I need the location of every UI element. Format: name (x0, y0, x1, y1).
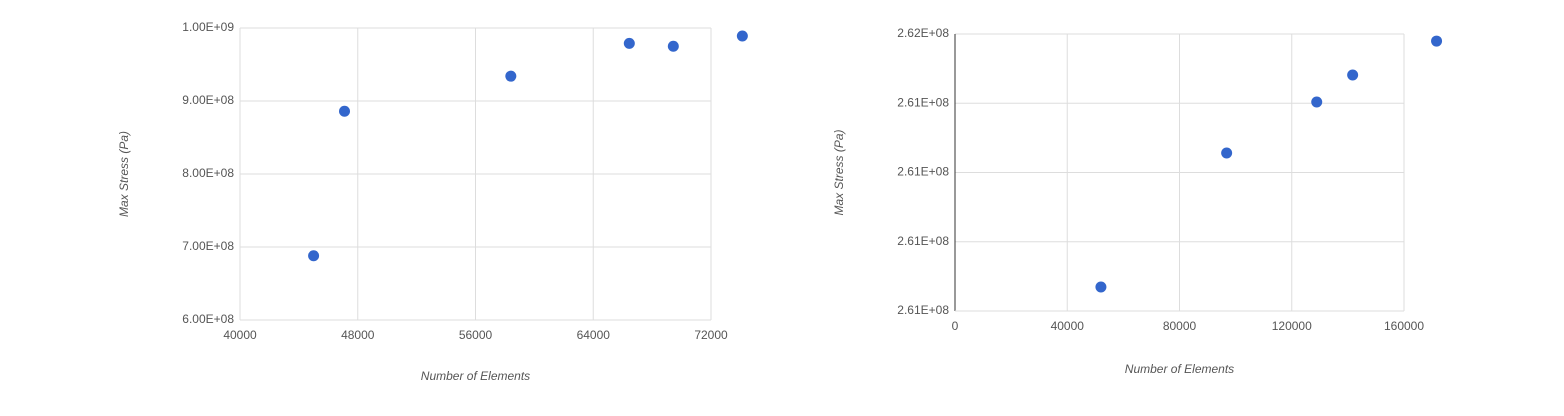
y-axis-title: Max Stress (Pa) (117, 131, 131, 217)
x-tick-label: 40000 (1051, 319, 1085, 333)
y-tick-label: 9.00E+08 (182, 93, 234, 107)
x-tick-label: 120000 (1272, 319, 1312, 333)
x-tick-label: 72000 (694, 328, 728, 342)
x-tick-label: 64000 (577, 328, 611, 342)
point (1095, 281, 1107, 293)
point (308, 250, 320, 262)
point (1311, 96, 1323, 108)
y-axis-title: Max Stress (Pa) (832, 129, 846, 215)
point (505, 70, 517, 82)
point (623, 37, 635, 49)
y-tick-label: 7.00E+08 (182, 239, 234, 253)
y-tick-label: 2.61E+08 (897, 95, 949, 109)
x-tick-label: 80000 (1163, 319, 1197, 333)
y-tick-label: 8.00E+08 (182, 166, 234, 180)
y-tick-label: 6.00E+08 (182, 312, 234, 326)
x-axis-title: Number of Elements (1125, 362, 1234, 376)
y-tick-label: 1.00E+09 (182, 20, 234, 34)
y-tick-label: 2.61E+08 (897, 165, 949, 179)
x-tick-label: 40000 (223, 328, 257, 342)
point (667, 40, 679, 52)
y-tick-label: 2.61E+08 (897, 234, 949, 248)
point (1347, 69, 1359, 81)
x-tick-label: 56000 (459, 328, 493, 342)
point (736, 30, 748, 42)
y-tick-label: 2.61E+08 (897, 303, 949, 317)
x-tick-label: 48000 (341, 328, 375, 342)
x-axis-title: Number of Elements (421, 369, 530, 383)
x-tick-label: 160000 (1384, 319, 1424, 333)
x-tick-label: 0 (952, 319, 959, 333)
point (1431, 35, 1443, 47)
point (1221, 147, 1233, 159)
point (339, 105, 351, 117)
y-tick-label: 2.62E+08 (897, 26, 949, 40)
